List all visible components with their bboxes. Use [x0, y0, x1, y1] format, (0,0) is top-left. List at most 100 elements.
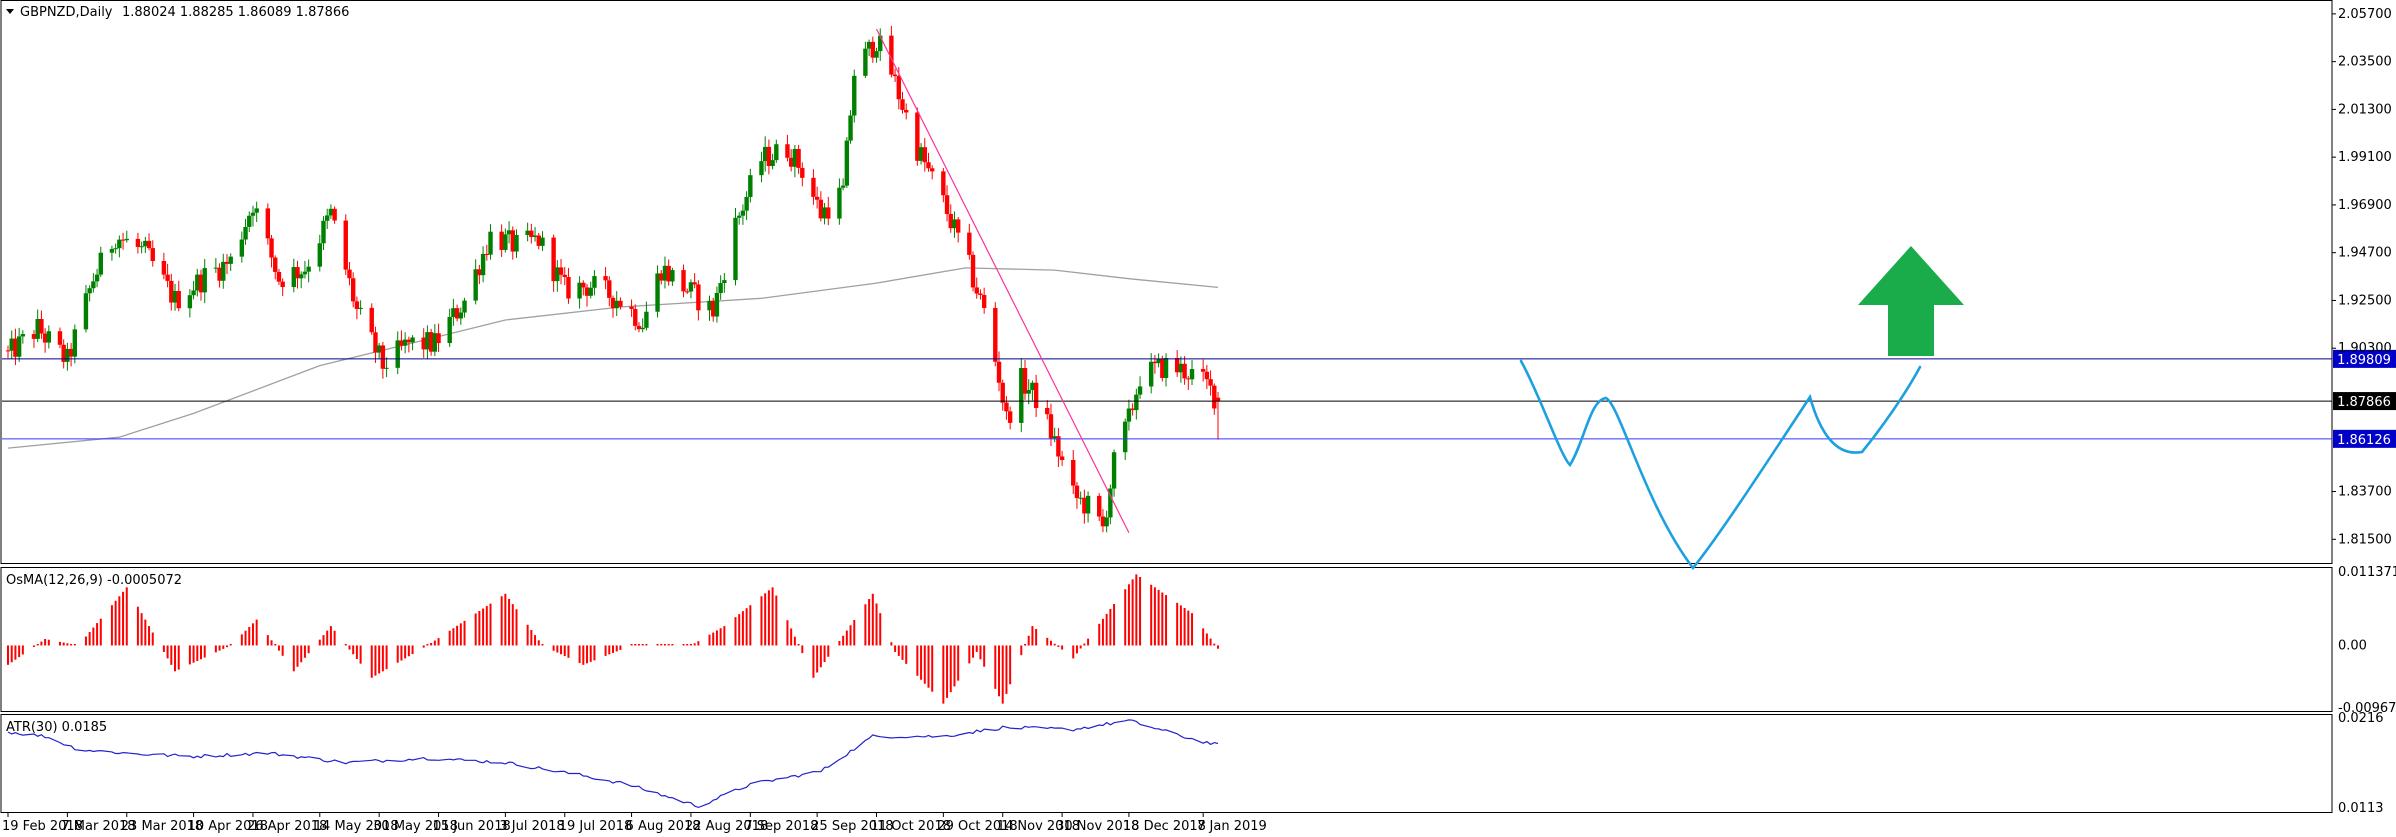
price-axis-label: 1.81500 — [2338, 532, 2392, 547]
candle — [317, 234, 322, 272]
candle — [607, 276, 612, 307]
candle — [224, 254, 230, 275]
candle — [540, 231, 545, 251]
date-axis-label: 25 Sep 2018 — [811, 819, 893, 834]
date-axis-label: 11 Oct 2018 — [871, 819, 951, 834]
candle — [451, 298, 456, 326]
candle — [1082, 489, 1087, 524]
candle — [421, 328, 426, 358]
collapse-triangle-icon[interactable] — [6, 9, 14, 14]
candle — [918, 143, 924, 165]
date-axis-label: 10 Apr 2018 — [188, 819, 268, 834]
candle — [1045, 400, 1050, 420]
date-axis-label: 14 Nov 2018 — [997, 819, 1080, 834]
osma-histogram-layer — [7, 574, 1219, 704]
candle — [328, 204, 334, 219]
candle — [1100, 509, 1106, 533]
candle — [94, 268, 100, 288]
candle — [72, 324, 78, 364]
candle — [718, 275, 723, 300]
horizontal-levels-layer: 1.89809 1.87866 1.86126 — [2, 349, 2396, 448]
candle — [670, 267, 675, 286]
date-axis-label: 18 Dec 2018 — [1123, 819, 1206, 834]
candle — [614, 291, 619, 317]
candle — [529, 223, 534, 244]
candle — [874, 47, 879, 63]
candle — [748, 168, 753, 203]
price-axis-label: 2.05700 — [2338, 7, 2392, 22]
candle — [402, 332, 408, 354]
main-header: GBPNZD,Daily 1.88024 1.88285 1.86089 1.8… — [6, 5, 349, 20]
candle — [566, 267, 571, 304]
price-tag — [2333, 429, 2396, 448]
candle — [269, 235, 274, 268]
atr-panel — [0, 714, 2333, 813]
candle — [358, 300, 363, 315]
candle — [1134, 388, 1139, 420]
candle — [57, 327, 63, 349]
candle — [42, 328, 48, 353]
candle — [892, 68, 898, 83]
candle — [584, 283, 590, 307]
annotations-layer — [875, 28, 1964, 571]
candle — [1215, 391, 1221, 440]
candle — [117, 235, 122, 258]
candle — [1022, 360, 1028, 400]
osma-axis-label: 0.00 — [2338, 638, 2367, 653]
candle — [217, 263, 222, 288]
candle — [1160, 355, 1165, 382]
trendline[interactable] — [875, 28, 1130, 534]
candle — [722, 273, 727, 293]
candle — [1156, 353, 1161, 368]
date-axis-label: 6 Aug 2018 — [626, 819, 701, 834]
date-axis-label: 7 Sep 2018 — [744, 819, 818, 834]
candle — [1200, 359, 1206, 382]
candle — [618, 297, 623, 310]
date-axis-label: 23 Mar 2018 — [121, 819, 203, 834]
candle — [1111, 449, 1117, 497]
candle — [1071, 450, 1076, 495]
candle — [863, 41, 868, 79]
candle — [61, 339, 66, 369]
candle — [373, 326, 378, 363]
candle — [302, 260, 308, 279]
candle — [1130, 403, 1135, 416]
candle — [191, 280, 196, 300]
candle — [213, 258, 219, 273]
atr-axis-label: 0.0216 — [2338, 711, 2384, 726]
candle — [499, 224, 504, 257]
candle — [243, 218, 248, 245]
candle — [299, 271, 304, 289]
candle — [254, 201, 259, 223]
candle — [1148, 353, 1154, 394]
price-axis-label: 1.94700 — [2338, 246, 2392, 261]
price-tag — [2333, 349, 2396, 368]
candle — [480, 246, 486, 283]
candle — [1019, 358, 1024, 433]
candle — [343, 214, 348, 275]
candle — [785, 134, 790, 162]
candle — [83, 285, 89, 333]
date-axis-label: 14 May 2018 — [314, 819, 399, 834]
candle — [714, 286, 720, 323]
date-axis-label: 29 Oct 2018 — [937, 819, 1017, 834]
price-axis-label: 2.03500 — [2338, 55, 2392, 70]
candle — [247, 211, 252, 233]
candle — [146, 233, 152, 251]
candle — [944, 185, 950, 222]
candle — [172, 283, 178, 311]
candle — [1056, 427, 1061, 467]
price-tag-label: 1.89809 — [2337, 353, 2391, 368]
candle — [822, 202, 827, 225]
candle — [68, 342, 74, 367]
candle — [536, 232, 541, 250]
candle — [978, 289, 983, 300]
price-tag-label: 1.86126 — [2337, 433, 2391, 448]
candle — [161, 252, 167, 280]
candle — [811, 169, 816, 205]
price-axis-label: 1.96900 — [2338, 198, 2392, 213]
candle — [930, 165, 935, 180]
candle — [662, 256, 668, 289]
candle — [98, 246, 103, 277]
